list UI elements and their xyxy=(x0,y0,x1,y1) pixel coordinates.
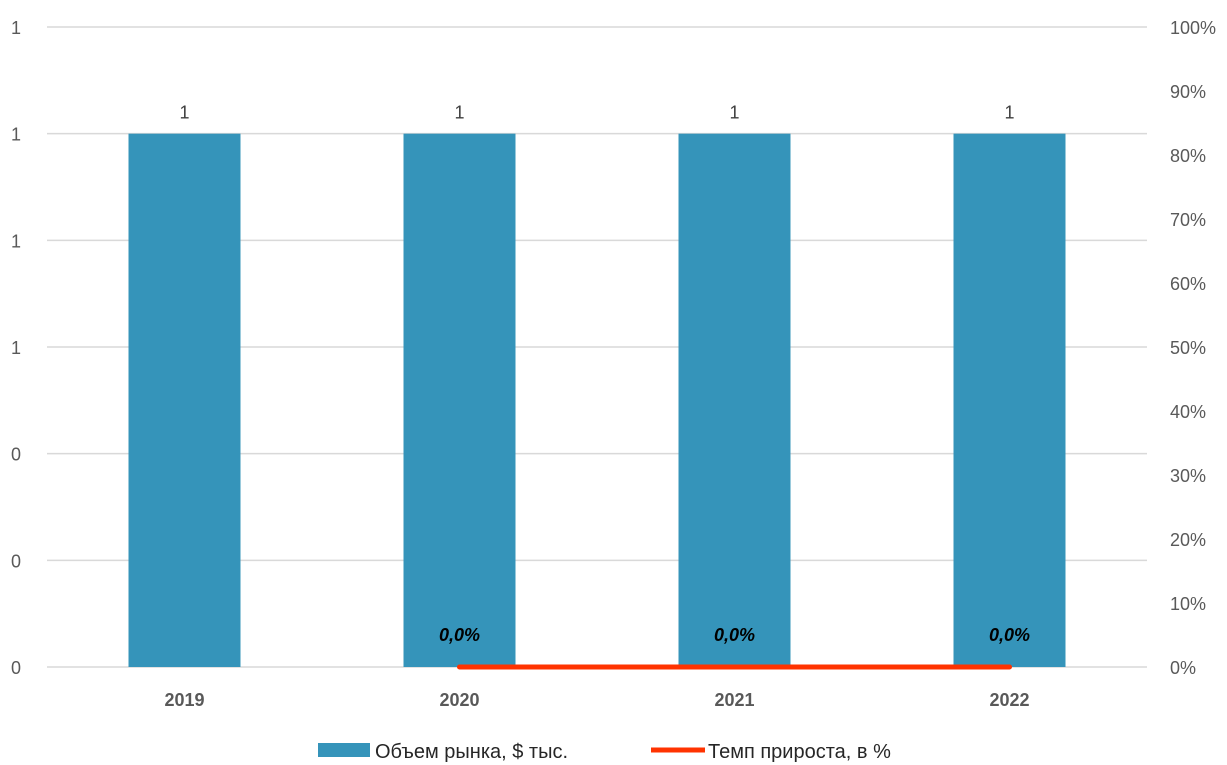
bar xyxy=(953,133,1066,667)
right-tick-label: 10% xyxy=(1170,594,1206,614)
legend-swatch-bar xyxy=(318,743,370,757)
right-tick-label: 80% xyxy=(1170,146,1206,166)
category-axis-labels: 2019 2020 2021 2022 xyxy=(164,690,1029,710)
line-data-label: 0,0% xyxy=(714,625,755,645)
right-tick-label: 0% xyxy=(1170,658,1196,678)
right-axis-tick-labels: 0% 10% 20% 30% 40% 50% 60% 70% 80% 90% 100% xyxy=(1170,18,1216,678)
right-tick-label: 70% xyxy=(1170,210,1206,230)
bar xyxy=(128,133,241,667)
bar xyxy=(403,133,516,667)
right-tick-label: 100% xyxy=(1170,18,1216,38)
line-data-label: 0,0% xyxy=(439,625,480,645)
bar-data-label: 1 xyxy=(1004,103,1014,123)
left-tick-label: 1 xyxy=(11,18,21,38)
bar-data-labels: 1 1 1 1 xyxy=(179,103,1014,123)
right-tick-label: 30% xyxy=(1170,466,1206,486)
left-tick-label: 0 xyxy=(11,551,21,571)
right-tick-label: 50% xyxy=(1170,338,1206,358)
category-label: 2020 xyxy=(439,690,479,710)
bar-series xyxy=(128,133,1066,667)
bar-data-label: 1 xyxy=(729,103,739,123)
left-axis-tick-labels: 0 0 0 1 1 1 1 xyxy=(11,18,21,678)
category-label: 2019 xyxy=(164,690,204,710)
category-label: 2021 xyxy=(714,690,754,710)
bar-data-label: 1 xyxy=(179,103,189,123)
left-tick-label: 0 xyxy=(11,445,21,465)
legend: Объем рынка, $ тыс. Темп прироста, в % xyxy=(318,741,891,763)
right-tick-label: 60% xyxy=(1170,274,1206,294)
category-label: 2022 xyxy=(989,690,1029,710)
left-tick-label: 1 xyxy=(11,231,21,251)
legend-label-bar: Объем рынка, $ тыс. xyxy=(375,741,568,763)
line-data-labels: 0,0% 0,0% 0,0% xyxy=(439,625,1030,645)
right-tick-label: 20% xyxy=(1170,530,1206,550)
line-data-label: 0,0% xyxy=(989,625,1030,645)
bar xyxy=(678,133,791,667)
left-tick-label: 1 xyxy=(11,125,21,145)
right-tick-label: 40% xyxy=(1170,402,1206,422)
bar-data-label: 1 xyxy=(454,103,464,123)
legend-label-line: Темп прироста, в % xyxy=(708,741,891,763)
right-tick-label: 90% xyxy=(1170,82,1206,102)
left-tick-label: 1 xyxy=(11,338,21,358)
left-tick-label: 0 xyxy=(11,658,21,678)
